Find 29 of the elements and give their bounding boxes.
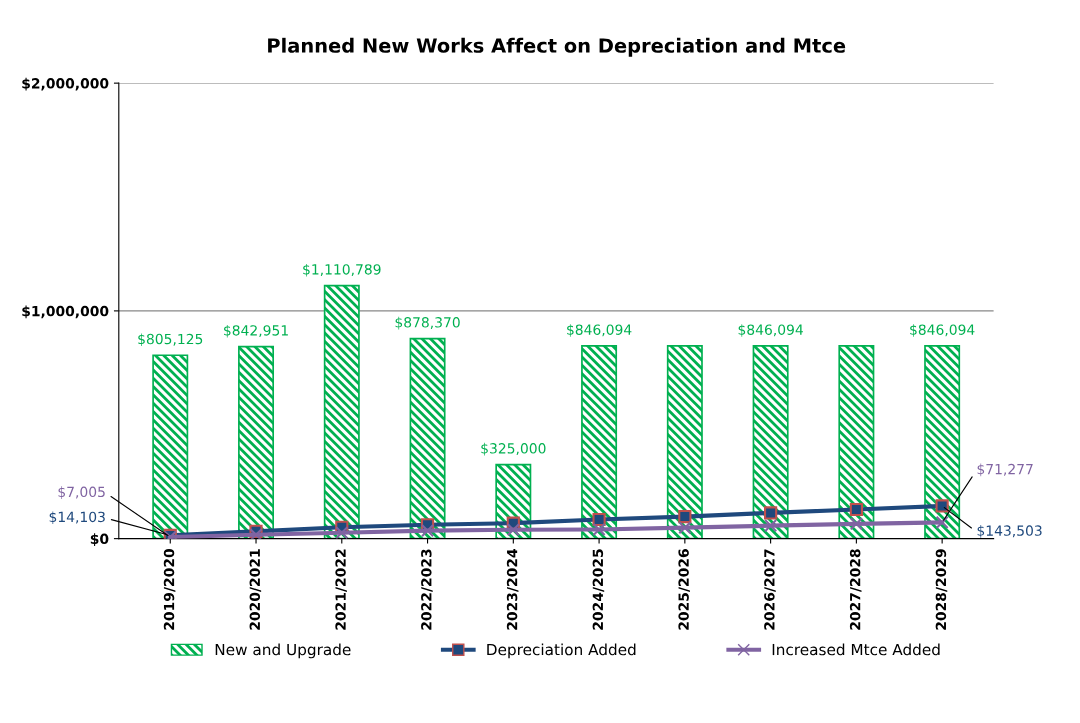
y-tick-label: $2,000,000 <box>22 77 109 91</box>
legend-label: Depreciation Added <box>487 643 636 659</box>
x-tick-label: 2022/2023 <box>421 549 433 630</box>
x-tick-label: 2024/2025 <box>592 549 605 630</box>
data-label: $1,110,789 <box>303 263 381 277</box>
y-tick-label: $0 <box>90 533 109 546</box>
data-label: $842,951 <box>224 324 288 338</box>
data-label: $143,503 <box>977 525 1042 538</box>
data-label: $878,370 <box>395 316 460 330</box>
data-label: $325,000 <box>481 442 546 456</box>
data-label: $846,094 <box>738 324 803 337</box>
data-label: $7,005 <box>58 486 105 499</box>
x-tick-label: 2020/2021 <box>249 549 262 630</box>
data-label: $805,125 <box>138 333 203 347</box>
x-tick-label: 2023/2024 <box>506 548 519 630</box>
data-label: $846,094 <box>567 324 632 337</box>
x-tick-label: 2021/2022 <box>335 549 347 630</box>
data-label: $71,277 <box>977 463 1033 477</box>
x-tick-label: 2028/2029 <box>935 549 948 630</box>
data-label: $14,103 <box>49 511 105 525</box>
x-tick-label: 2025/2026 <box>678 549 690 630</box>
x-tick-label: 2027/2028 <box>849 549 862 630</box>
legend-label: New and Upgrade <box>215 643 351 659</box>
x-tick-label: 2019/2020 <box>163 549 176 630</box>
chart-title: Planned New Works Affect on Depreciation and Mtce <box>268 37 846 57</box>
y-tick-label: $1,000,000 <box>22 305 109 319</box>
legend-label: Increased Mtce Added <box>772 643 940 656</box>
data-label: $846,094 <box>910 324 975 337</box>
x-tick-label: 2026/2027 <box>764 549 776 630</box>
